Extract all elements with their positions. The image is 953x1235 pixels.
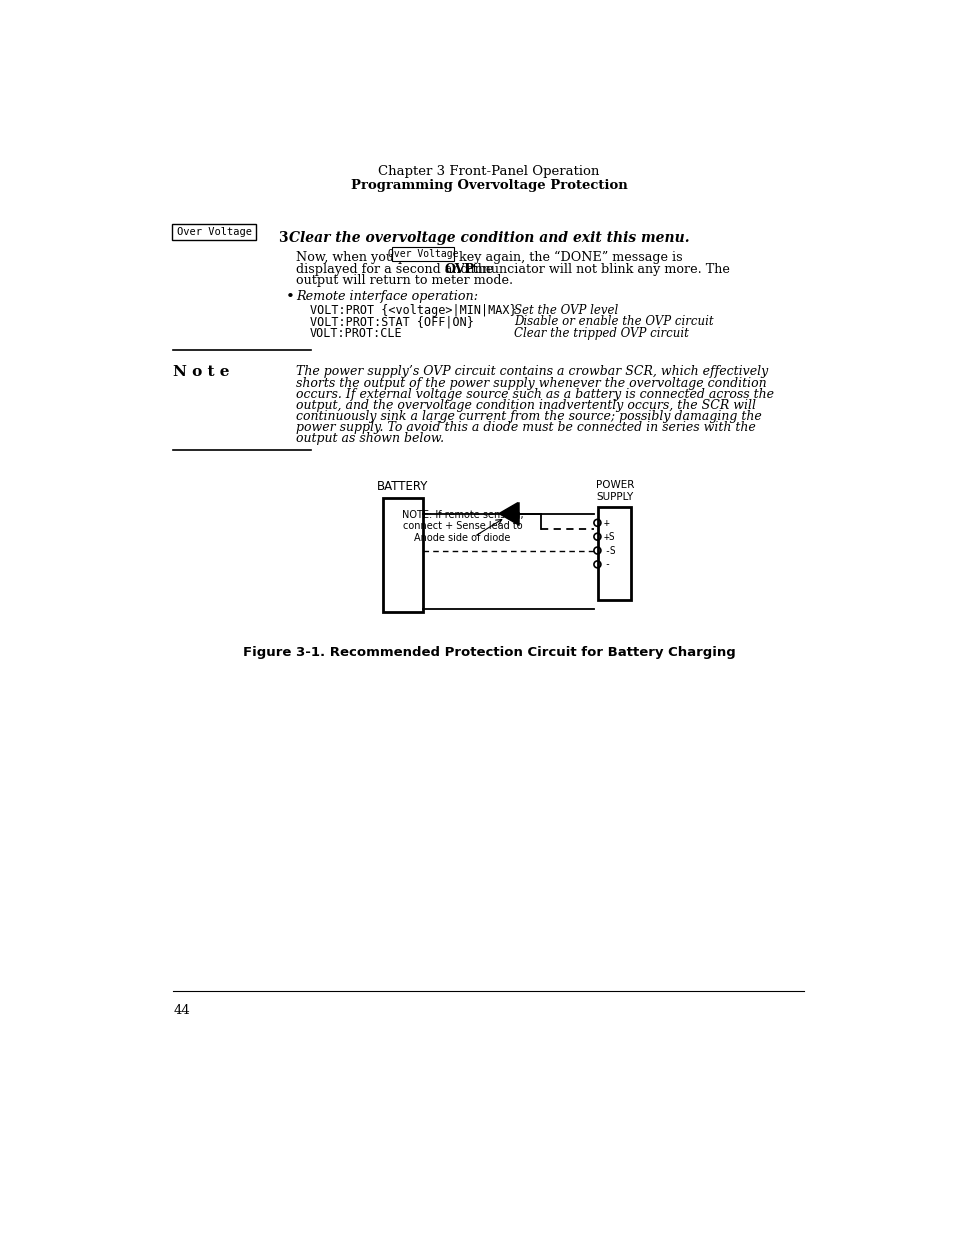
Text: 3: 3: [278, 231, 288, 245]
Text: OVP: OVP: [444, 263, 475, 275]
Text: output, and the overvoltage condition inadvertently occurs, the SCR will: output, and the overvoltage condition in…: [295, 399, 755, 411]
Text: key again, the “DONE” message is: key again, the “DONE” message is: [455, 251, 681, 264]
Text: VOLT:PROT:STAT {OFF|ON}: VOLT:PROT:STAT {OFF|ON}: [310, 315, 474, 329]
Text: power supply. To avoid this a diode must be connected in series with the: power supply. To avoid this a diode must…: [295, 421, 755, 435]
Text: +: +: [603, 517, 609, 527]
Text: The power supply’s OVP circuit contains a crowbar SCR, which effectively: The power supply’s OVP circuit contains …: [295, 366, 767, 378]
Text: Over Voltage: Over Voltage: [387, 249, 457, 259]
Bar: [382, 498, 422, 613]
Bar: [598, 508, 630, 600]
Text: Clear the tripped OVP circuit: Clear the tripped OVP circuit: [514, 327, 689, 340]
Text: Over Voltage: Over Voltage: [176, 227, 252, 237]
Text: output as shown below.: output as shown below.: [295, 432, 443, 446]
Text: BATTERY: BATTERY: [376, 480, 427, 494]
Text: Figure 3-1. Recommended Protection Circuit for Battery Charging: Figure 3-1. Recommended Protection Circu…: [242, 646, 735, 659]
Text: Programming Overvoltage Protection: Programming Overvoltage Protection: [350, 179, 627, 191]
Text: NOTE: If remote sensing,
connect + Sense lead to
Anode side of diode: NOTE: If remote sensing, connect + Sense…: [401, 510, 523, 543]
Text: +S: +S: [603, 531, 615, 542]
Text: -S: -S: [603, 546, 615, 556]
Text: Remote interface operation:: Remote interface operation:: [295, 290, 477, 303]
Text: Now, when you press: Now, when you press: [295, 251, 436, 263]
Polygon shape: [498, 503, 517, 525]
Text: annunciator will not blink any more. The: annunciator will not blink any more. The: [462, 263, 729, 275]
Text: •: •: [286, 290, 294, 304]
Text: VOLT:PROT {<voltage>|MIN|MAX}: VOLT:PROT {<voltage>|MIN|MAX}: [310, 304, 516, 316]
Text: occurs. If external voltage source such as a battery is connected across the: occurs. If external voltage source such …: [295, 388, 773, 400]
Text: Disable or enable the OVP circuit: Disable or enable the OVP circuit: [514, 315, 714, 329]
Text: displayed for a second and the: displayed for a second and the: [295, 263, 497, 275]
Text: 44: 44: [173, 1004, 190, 1016]
FancyBboxPatch shape: [172, 224, 255, 241]
FancyBboxPatch shape: [392, 247, 454, 261]
Text: POWER
SUPPLY: POWER SUPPLY: [596, 480, 634, 503]
Text: N o t e: N o t e: [173, 366, 230, 379]
Text: Chapter 3 Front-Panel Operation: Chapter 3 Front-Panel Operation: [377, 165, 599, 178]
Text: output will return to meter mode.: output will return to meter mode.: [295, 274, 513, 288]
Text: -: -: [603, 559, 609, 569]
Text: continuously sink a large current from the source; possibly damaging the: continuously sink a large current from t…: [295, 410, 760, 424]
Text: Clear the overvoltage condition and exit this menu.: Clear the overvoltage condition and exit…: [289, 231, 689, 245]
Text: shorts the output of the power supply whenever the overvoltage condition: shorts the output of the power supply wh…: [295, 377, 766, 389]
Text: Set the OVP level: Set the OVP level: [514, 304, 618, 316]
Text: VOLT:PROT:CLE: VOLT:PROT:CLE: [310, 327, 402, 340]
